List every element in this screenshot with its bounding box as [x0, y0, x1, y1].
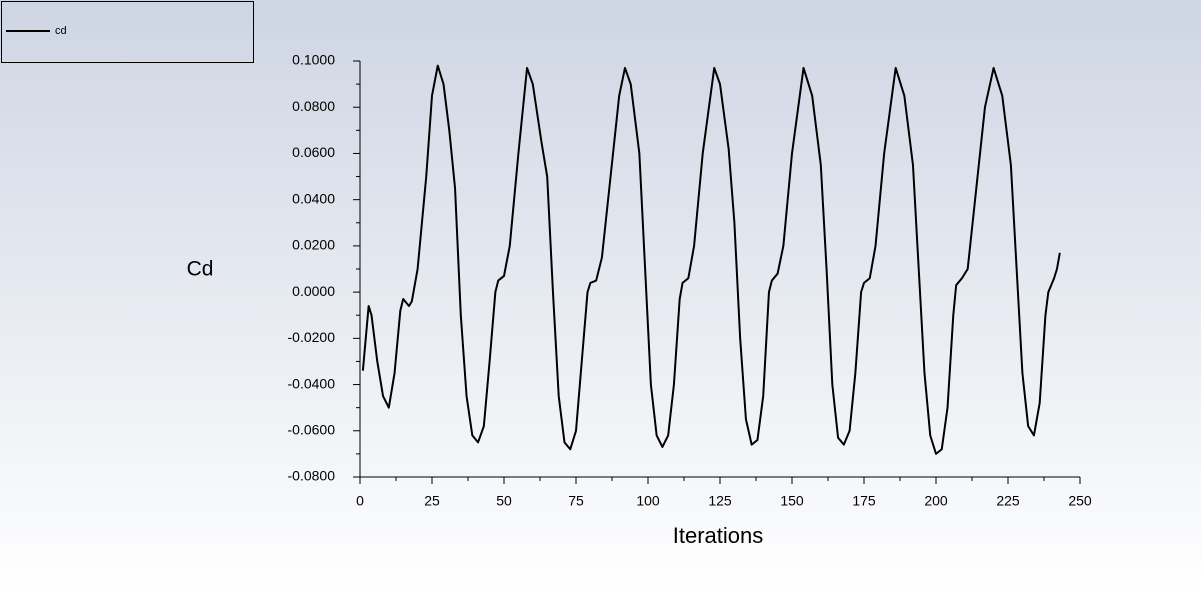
y-tick-label: -0.0200 — [288, 329, 336, 345]
x-tick-label: 250 — [1068, 493, 1092, 509]
x-tick-label: 200 — [924, 493, 948, 509]
y-tick-label: 0.0200 — [292, 237, 335, 253]
x-tick-label: 150 — [780, 493, 804, 509]
x-tick-label: 25 — [424, 493, 440, 509]
y-tick-label: 0.1000 — [292, 52, 335, 68]
legend-box — [1, 1, 254, 63]
x-tick-label: 175 — [852, 493, 876, 509]
y-tick-label: 0.0000 — [292, 283, 335, 299]
x-tick-label: 125 — [708, 493, 732, 509]
y-tick-label: 0.0400 — [292, 190, 335, 206]
y-tick-label: -0.0400 — [288, 375, 336, 391]
data-line — [361, 64, 1061, 455]
x-tick-label: 75 — [568, 493, 584, 509]
x-tick-label: 100 — [636, 493, 660, 509]
y-axis-label: Cd — [187, 258, 214, 281]
y-tick-label: -0.0600 — [288, 421, 336, 437]
y-tick-label: 0.0800 — [292, 98, 335, 114]
legend-label: cd — [55, 25, 67, 37]
x-axis-label: Iterations — [673, 523, 764, 548]
y-tick-label: 0.0600 — [292, 144, 335, 160]
x-tick-label: 225 — [996, 493, 1020, 509]
x-tick-label: 50 — [496, 493, 512, 509]
x-tick-label: 0 — [356, 493, 364, 509]
y-tick-label: -0.0800 — [288, 468, 336, 484]
